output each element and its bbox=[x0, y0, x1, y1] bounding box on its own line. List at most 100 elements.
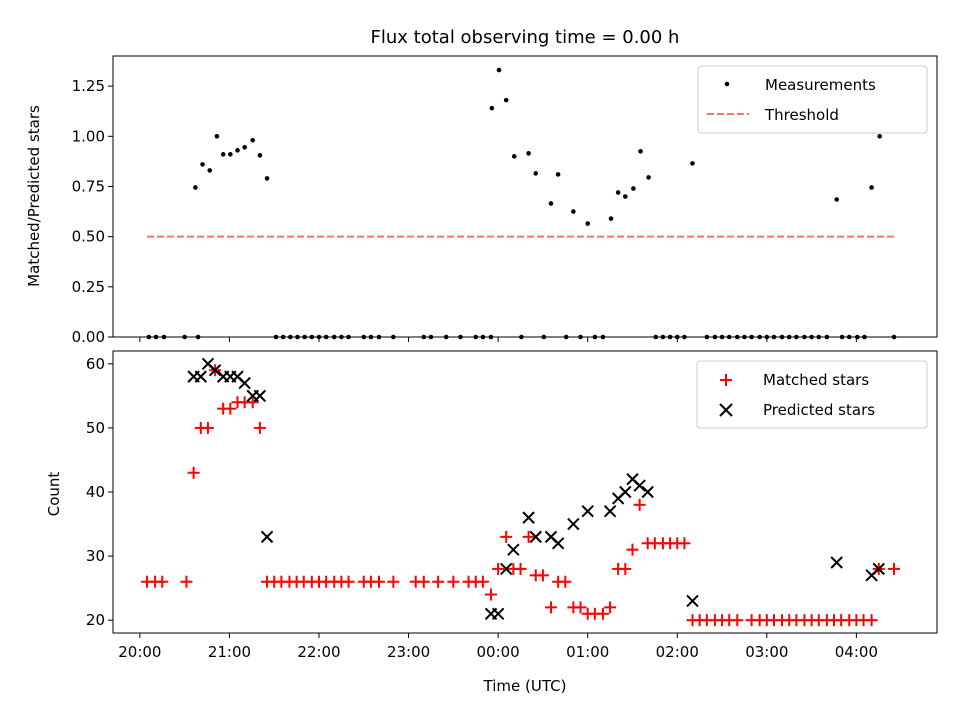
predicted-star-point bbox=[633, 479, 646, 492]
matched-star-point bbox=[201, 421, 214, 434]
predicted-star-point bbox=[686, 594, 699, 608]
matched-star-point bbox=[619, 562, 632, 575]
bottom-y-tick-label: 50 bbox=[86, 419, 105, 437]
predicted-star-point bbox=[830, 556, 843, 569]
matched-star-point bbox=[180, 575, 193, 588]
matched-star-point bbox=[678, 537, 691, 550]
measurement-point bbox=[220, 152, 226, 157]
top-y-tick-label: 1.25 bbox=[72, 77, 105, 95]
matched-star-point bbox=[342, 575, 355, 588]
matched-star-point bbox=[500, 530, 513, 543]
measurement-point bbox=[877, 133, 882, 139]
bottom-y-tick-label: 60 bbox=[86, 355, 105, 373]
legend-threshold-label: Threshold bbox=[764, 106, 839, 124]
measurement-point bbox=[548, 201, 554, 206]
matched-star-point bbox=[514, 562, 527, 575]
legend-predicted-label: Predicted stars bbox=[763, 401, 875, 419]
matched-star-point bbox=[156, 575, 169, 588]
measurement-point bbox=[834, 197, 839, 202]
predicted-star-point bbox=[194, 370, 207, 383]
measurement-point bbox=[638, 149, 643, 154]
measurement-point bbox=[242, 145, 247, 150]
predicted-star-point bbox=[529, 530, 542, 544]
predicted-star-point bbox=[551, 537, 565, 550]
predicted-star-point bbox=[872, 562, 885, 576]
matched-star-point bbox=[447, 575, 460, 588]
measurement-point bbox=[489, 105, 495, 111]
predicted-star-point bbox=[260, 530, 274, 544]
matched-star-point bbox=[544, 601, 557, 614]
x-tick-label: 02:00 bbox=[656, 643, 699, 661]
top-y-tick-label: 1.00 bbox=[72, 127, 105, 145]
matched-star-point bbox=[253, 421, 266, 434]
measurement-point bbox=[200, 162, 205, 167]
measurement-point bbox=[235, 148, 240, 153]
measurement-point bbox=[228, 152, 233, 157]
top-y-axis-label: Matched/Predicted stars bbox=[25, 105, 43, 287]
matched-star-point bbox=[187, 466, 200, 479]
measurement-point bbox=[526, 151, 531, 156]
bottom-y-tick-label: 30 bbox=[86, 547, 105, 565]
measurement-point bbox=[511, 154, 517, 159]
predicted-star-point bbox=[238, 376, 251, 390]
predicted-star-point bbox=[208, 364, 222, 377]
x-tick-label: 04:00 bbox=[835, 643, 878, 661]
legend-matched-label: Matched stars bbox=[763, 371, 869, 389]
matched-star-point bbox=[559, 575, 572, 588]
bottom-y-tick-label: 20 bbox=[86, 611, 105, 629]
legend-measurements-label: Measurements bbox=[765, 76, 876, 94]
matched-star-point bbox=[888, 562, 901, 575]
matched-star-point bbox=[865, 614, 878, 627]
measurement-point bbox=[571, 209, 576, 214]
top-plot-area: 0.00 0.25 0.50 0.75 1.00 1.25 bbox=[72, 55, 938, 346]
measurement-point bbox=[555, 172, 561, 177]
bottom-plot-area: 20 30 40 50 60 20:00 21:00 22:00 23:00 00:00 01:00… bbox=[86, 350, 938, 661]
predicted-star-point bbox=[253, 389, 267, 403]
measurement-point bbox=[623, 194, 628, 199]
top-y-tick-label: 0.50 bbox=[72, 228, 105, 246]
predicted-star-point bbox=[641, 485, 654, 499]
top-axes-frame bbox=[112, 55, 938, 338]
bottom-axes-frame bbox=[112, 350, 938, 634]
matched-star-point bbox=[596, 607, 609, 620]
measurement-point bbox=[690, 161, 695, 166]
matched-star-point bbox=[432, 575, 445, 588]
matched-star-point bbox=[417, 575, 430, 588]
measurement-point bbox=[585, 221, 590, 226]
x-tick-label: 20:00 bbox=[118, 643, 161, 661]
x-tick-label: 22:00 bbox=[297, 643, 340, 661]
chart-title: Flux total observing time = 0.00 h bbox=[371, 27, 680, 48]
measurement-point bbox=[264, 176, 270, 181]
top-y-tick-label: 0.00 bbox=[72, 328, 105, 346]
matched-star-point bbox=[626, 543, 639, 556]
predicted-star-point bbox=[507, 543, 520, 556]
predicted-star-point bbox=[567, 517, 580, 531]
matched-star-point bbox=[387, 575, 400, 588]
predicted-star-point bbox=[522, 511, 535, 524]
top-y-tick-label: 0.75 bbox=[72, 177, 105, 195]
x-tick-label: 03:00 bbox=[745, 643, 788, 661]
x-axis-label: Time (UTC) bbox=[483, 677, 567, 695]
matched-star-point bbox=[373, 575, 386, 588]
measurement-point bbox=[646, 175, 651, 180]
matched-star-point bbox=[224, 402, 237, 415]
top-y-tick-label: 0.25 bbox=[72, 278, 105, 296]
matched-star-point bbox=[492, 562, 505, 575]
bottom-legend: Matched stars Predicted stars bbox=[696, 360, 928, 429]
bottom-y-axis-label: Count bbox=[45, 472, 63, 517]
legend-predicted-marker bbox=[719, 403, 733, 417]
measurement-point bbox=[250, 138, 256, 143]
predicted-star-point bbox=[491, 607, 505, 620]
matched-star-point bbox=[633, 498, 646, 511]
measurement-point bbox=[257, 153, 263, 158]
legend-matched-marker bbox=[720, 374, 732, 386]
measurement-point bbox=[193, 185, 198, 190]
measurement-point bbox=[533, 171, 539, 176]
matched-star-point bbox=[476, 575, 489, 588]
measurement-point bbox=[496, 67, 502, 73]
measurement-point bbox=[214, 133, 220, 139]
matched-star-point bbox=[536, 569, 549, 582]
matched-star-point bbox=[574, 601, 587, 614]
matched-star-point bbox=[246, 396, 259, 409]
